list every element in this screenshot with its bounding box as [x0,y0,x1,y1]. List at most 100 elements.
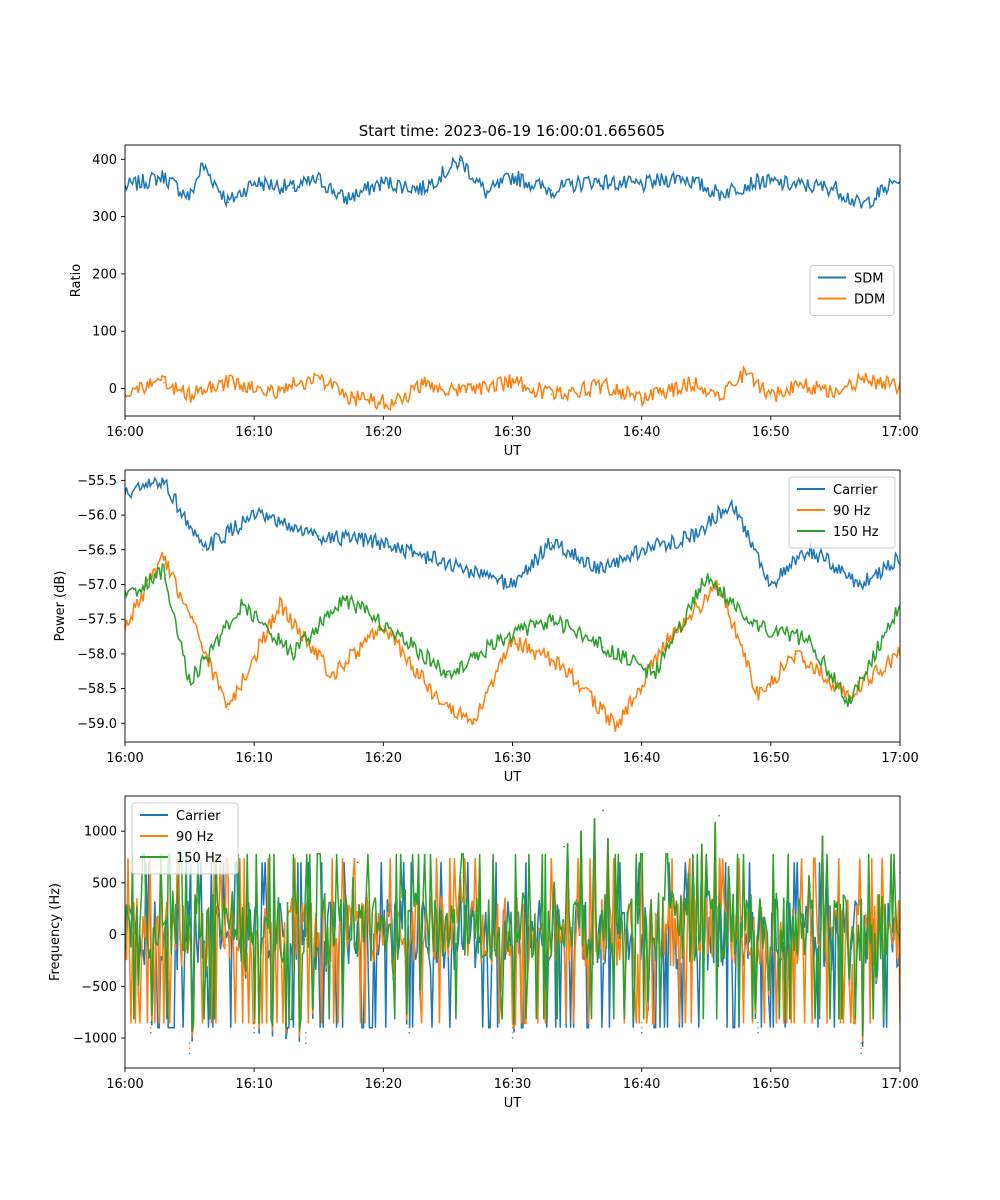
data-point [421,188,423,190]
data-point [188,394,191,397]
data-point [692,381,695,384]
x-tick-label: 16:50 [752,425,789,440]
data-point [447,673,449,676]
data-point [770,583,772,586]
data-point [356,861,359,863]
data-point [421,383,423,385]
series-line-carrier [125,476,900,592]
data-point [653,673,656,676]
data-point [382,625,385,627]
data-point [757,625,759,627]
data-point [150,1026,152,1029]
y-tick-label: 1000 [84,825,117,840]
data-point [666,639,669,641]
data-point [834,390,837,393]
x-tick-label: 16:30 [494,425,531,440]
legend-label: 90 Hz [176,830,213,845]
y-tick-label: 0 [109,928,117,943]
series-line-150-hz [125,563,900,708]
data-point [395,632,398,634]
x-axis-label: UT [504,444,522,459]
data-point [511,1032,514,1034]
data-point [511,583,514,586]
x-tick-label: 16:20 [365,425,402,440]
data-point [408,1021,410,1024]
data-point [757,694,759,697]
legend-label: 150 Hz [176,851,222,866]
y-tick-label: −58.5 [77,682,117,697]
data-point [757,1032,759,1034]
y-tick-label: −57.0 [77,578,117,593]
data-point [718,583,720,586]
data-point [343,396,346,398]
y-tick-label: 100 [92,325,117,340]
data-point [395,402,398,404]
data-point [731,500,733,503]
data-point [563,845,565,848]
data-point [757,180,759,182]
data-point [317,535,320,537]
data-point [550,618,553,620]
data-point [292,187,294,189]
data-point [227,380,230,383]
y-tick-label: 0 [109,382,117,397]
data-point [795,653,798,655]
data-point [162,175,165,178]
data-point [718,394,720,397]
data-point [860,583,863,586]
data-point [408,1032,410,1034]
data-point [240,604,243,607]
data-point [253,1026,255,1029]
data-point [692,535,695,537]
data-point [589,180,591,182]
data-point [162,569,165,572]
data-point [808,639,811,641]
data-point [692,856,695,858]
legend: Carrier 90 Hz 150 Hz [131,802,239,875]
legend-label: Carrier [176,809,221,824]
data-point [343,597,346,600]
data-point [860,1052,863,1055]
x-tick-label: 16:10 [235,425,272,440]
legend: SDM DDM [809,265,895,316]
data-point [550,189,553,192]
data-point [550,542,553,544]
data-point [511,380,514,383]
data-point [770,396,772,398]
legend-label: Carrier [833,483,878,498]
legend-label: 90 Hz [833,504,870,519]
data-point [602,646,604,648]
data-point [343,198,346,201]
y-axis-label: Power (dB) [53,571,68,642]
data-point [498,639,501,641]
data-point [253,1021,255,1024]
data-point [382,181,385,184]
x-tick-label: 16:30 [494,751,531,766]
x-tick-label: 16:30 [494,1077,531,1092]
data-point [460,390,462,393]
data-point [201,646,204,648]
data-point [162,479,165,482]
x-tick-label: 17:00 [881,425,918,440]
data-point [563,666,565,669]
x-tick-label: 16:00 [106,751,143,766]
y-tick-label: 200 [92,267,117,282]
legend-label: SDM [854,272,883,287]
y-tick-label: −500 [81,980,117,995]
y-tick-label: −58.0 [77,647,117,662]
data-point [227,201,230,204]
data-point [602,384,604,387]
x-tick-label: 16:40 [623,425,660,440]
data-point [511,1026,514,1029]
data-point [460,871,462,874]
y-tick-label: −1000 [73,1032,117,1047]
data-point [860,1042,863,1044]
data-point [795,184,798,186]
x-tick-label: 16:10 [235,751,272,766]
data-point [253,1032,255,1034]
x-axis-label: UT [504,770,522,785]
data-point [602,809,604,812]
legend-label: 150 Hz [833,525,879,540]
data-point [705,576,708,579]
chart-panel-3: 16:00 16:10 16:20 16:30 16:40 16:50 17:00 UT −10… [48,795,919,1111]
